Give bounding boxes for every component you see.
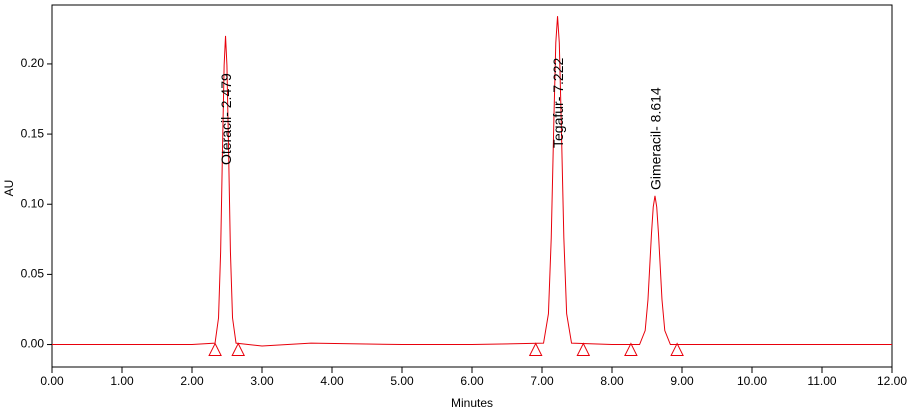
x-tick-label: 0.00 — [40, 374, 64, 388]
baseline-marker — [576, 342, 591, 357]
plot-frame — [51, 4, 893, 368]
x-tick-label: 8.00 — [600, 374, 624, 388]
x-axis-label: Minutes — [451, 396, 493, 410]
peak-label: Oteracil- 2.479 — [218, 73, 234, 165]
y-tick-label: 0.05 — [21, 267, 45, 281]
y-tick-label: 0.10 — [21, 196, 45, 210]
x-tick-label: 11.00 — [807, 374, 836, 388]
x-tick-label: 12.00 — [877, 374, 907, 388]
x-tick-label: 4.00 — [320, 374, 344, 388]
x-tick-label: 9.00 — [670, 374, 694, 388]
y-tick-label: 0.00 — [21, 337, 45, 351]
y-tick-label: 0.15 — [21, 126, 45, 140]
x-tick-label: 7.00 — [530, 374, 554, 388]
baseline-marker — [624, 342, 638, 357]
x-tick-label: 3.00 — [250, 374, 274, 388]
baseline-marker — [528, 342, 543, 357]
x-tick-label: 2.00 — [180, 374, 204, 388]
x-tick-label: 6.00 — [460, 374, 484, 388]
baseline-marker — [231, 342, 246, 357]
x-tick-label: 5.00 — [390, 374, 414, 388]
peak-label: Tegafur- 7.222 — [550, 58, 566, 148]
y-tick-label: 0.20 — [21, 56, 45, 70]
x-tick-label: 1.00 — [110, 374, 134, 388]
baseline-marker — [208, 342, 222, 357]
trace — [52, 16, 892, 347]
peak-label: Gimeracil- 8.614 — [648, 87, 664, 190]
y-axis-label: AU — [2, 180, 16, 197]
x-tick-label: 10.00 — [737, 374, 767, 388]
baseline-marker — [670, 342, 684, 357]
